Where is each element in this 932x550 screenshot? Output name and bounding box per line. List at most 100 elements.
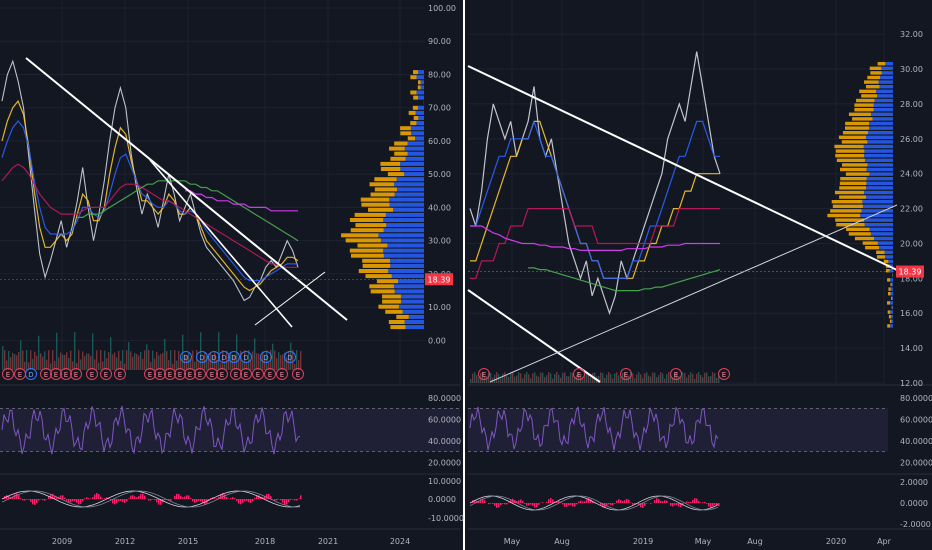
macd-histogram-bar — [602, 503, 604, 508]
volume-bar — [682, 372, 684, 383]
volume-bar — [694, 378, 696, 383]
right-y-tick-label: 20.00 — [900, 239, 923, 248]
volume-profile-bar-down — [380, 161, 401, 166]
volume-profile-bar-down — [374, 187, 397, 192]
volume-bar — [288, 350, 290, 370]
macd-histogram-bar — [200, 499, 202, 502]
left-y-tick-label: 100.00 — [428, 4, 456, 13]
macd-histogram-bar — [294, 499, 296, 501]
macd-histogram-bar — [156, 499, 158, 503]
earnings-marker — [264, 368, 276, 380]
volume-profile-bar-up — [418, 95, 424, 100]
rsi-panel — [0, 405, 888, 455]
earnings-marker — [164, 368, 176, 380]
macd-histogram-bar — [500, 503, 502, 506]
macd-histogram-bar — [664, 500, 666, 503]
earnings-marker-label: E — [44, 371, 48, 379]
volume-profile-bar-up — [890, 315, 893, 319]
volume-profile-bar-up — [864, 154, 893, 158]
current-price-badge-right — [896, 265, 924, 278]
volume-bar — [224, 361, 226, 370]
macd-histogram-bar — [690, 501, 692, 503]
macd-histogram-bar — [718, 503, 720, 507]
volume-bar — [680, 376, 682, 383]
macd-histogram-bar — [176, 493, 178, 499]
volume-bar — [90, 356, 92, 370]
macd-histogram-bar — [62, 495, 64, 499]
volume-profile-bar-up — [866, 195, 893, 199]
volume-bar — [542, 372, 544, 383]
macd-histogram-bar — [518, 500, 520, 503]
volume-bar — [494, 374, 496, 383]
earnings-marker — [252, 368, 264, 380]
volume-profile-bar-down — [861, 94, 878, 98]
dividend-marker-label: D — [243, 354, 248, 362]
macd-histogram-bar — [606, 503, 608, 506]
volume-bar — [278, 352, 280, 370]
earnings-marker — [216, 368, 228, 380]
volume-profile-bar-up — [405, 156, 424, 161]
volume-profile-bar-down — [834, 190, 864, 195]
volume-profile-bar-down — [400, 126, 411, 131]
volume-bar — [692, 373, 694, 383]
volume-bar — [132, 356, 134, 370]
macd-histogram-bar — [66, 499, 68, 501]
macd-histogram-bar — [590, 499, 592, 503]
volume-bar — [54, 360, 56, 370]
dividend-marker — [218, 351, 230, 363]
volume-bar — [522, 378, 524, 383]
volume-bar — [238, 357, 240, 370]
macd-histogram-bar — [24, 499, 26, 501]
volume-profile-bar-down — [839, 181, 867, 185]
macd-histogram-bar — [236, 499, 238, 501]
macd-histogram-bar — [564, 503, 566, 507]
current-price-badge-left — [425, 273, 453, 286]
volume-bar — [586, 372, 588, 383]
macd-histogram-bar — [246, 499, 248, 502]
volume-profile-bar-up — [380, 238, 424, 243]
macd-histogram-bar — [18, 495, 20, 499]
macd-histogram-bar — [704, 501, 706, 503]
macd-histogram-bar — [644, 503, 646, 506]
volume-profile-bar-up — [402, 309, 424, 314]
volume-bar — [92, 333, 94, 370]
volume-bar — [550, 373, 552, 383]
volume-profile-bar-up — [890, 278, 893, 282]
volume-bar — [94, 359, 96, 370]
macd-histogram-bar — [572, 503, 574, 507]
volume-bar — [216, 359, 218, 370]
volume-bar — [656, 377, 658, 383]
volume-profile-bar-down — [865, 85, 880, 89]
macd-histogram-bar — [64, 497, 66, 499]
volume-profile-bar-down — [844, 126, 869, 130]
macd-histogram-bar — [124, 499, 126, 503]
volume-bar — [584, 373, 586, 383]
left-price-series — [1, 59, 299, 302]
macd-histogram-bar — [170, 499, 172, 501]
volume-bar — [712, 372, 714, 383]
volume-bar — [624, 372, 626, 383]
rsi-band-right — [468, 408, 888, 452]
volume-profile-bar-up — [865, 135, 893, 139]
volume-bar — [136, 353, 138, 370]
macd-signal-right — [469, 495, 719, 511]
dividend-marker — [180, 351, 192, 363]
volume-profile-bar-down — [380, 167, 401, 171]
volume-profile-bar-down — [355, 223, 387, 228]
volume-bar — [588, 374, 590, 383]
dividend-marker-label: D — [231, 354, 236, 362]
volume-bar — [74, 332, 76, 370]
dividend-marker — [260, 351, 272, 363]
volume-bar — [510, 372, 512, 383]
macd-histogram-bar — [122, 499, 124, 503]
macd-histogram-bar — [556, 501, 558, 503]
volume-bar — [10, 357, 12, 370]
volume-bar — [634, 378, 636, 383]
earnings-marker-label: E — [577, 371, 581, 379]
macd-histogram-bar — [694, 498, 696, 503]
macd-histogram-bar — [134, 496, 136, 499]
macd-histogram-bar — [48, 496, 50, 499]
volume-bar — [152, 350, 154, 370]
volume-profile-bar-up — [873, 108, 893, 112]
volume-profile-bar-down — [368, 207, 394, 212]
